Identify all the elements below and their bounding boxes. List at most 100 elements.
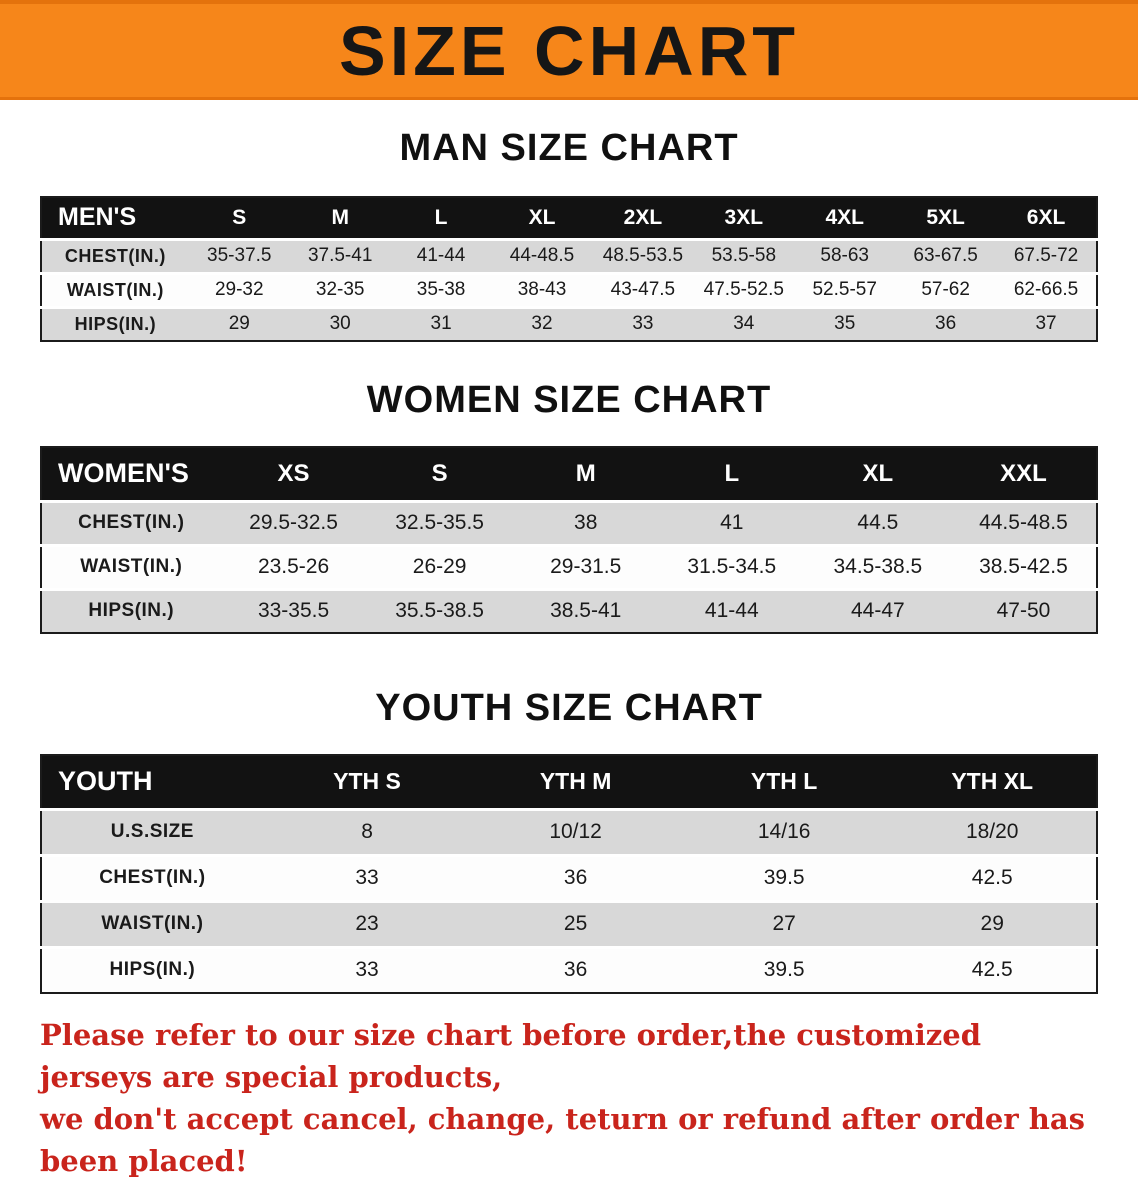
table-cell: 47.5-52.5	[693, 271, 795, 307]
table-cell: 33-35.5	[220, 587, 367, 633]
row-label: WAIST(IN.)	[41, 271, 189, 307]
youth-chart-heading: YOUTH SIZE CHART	[375, 687, 763, 729]
men-size-chart-section: MAN SIZE CHART MEN'S S M L XL 2XL 3XL 4XL 5XL 6XL…	[0, 126, 1138, 342]
row-label: CHEST(IN.)	[41, 499, 221, 545]
table-cell: 52.5-57	[794, 271, 896, 307]
column-header: XXL	[950, 447, 1097, 501]
table-cell: 25	[471, 899, 680, 947]
table-cell: 47-50	[950, 587, 1097, 633]
table-cell: 53.5-58	[693, 237, 795, 273]
table-cell: 33	[262, 853, 472, 901]
table-row: U.S.SIZE 8 10/12 14/16 18/20	[41, 807, 1097, 855]
row-label: U.S.SIZE	[41, 807, 263, 855]
column-header: 2XL	[592, 197, 694, 239]
men-table-label: MEN'S	[41, 197, 189, 239]
table-row: CHEST(IN.) 29.5-32.5 32.5-35.5 38 41 44.5 44.5…	[41, 499, 1097, 545]
table-cell: 37	[996, 305, 1097, 341]
column-header: YTH S	[262, 755, 472, 809]
table-cell: 29.5-32.5	[220, 499, 367, 545]
row-label: WAIST(IN.)	[41, 899, 263, 947]
column-header: 5XL	[895, 197, 997, 239]
table-cell: 44.5-48.5	[950, 499, 1097, 545]
table-cell: 31.5-34.5	[658, 543, 805, 589]
youth-table-body: U.S.SIZE 8 10/12 14/16 18/20 CHEST(IN.) 33 36 39…	[41, 807, 1097, 993]
table-cell: 32-35	[289, 271, 391, 307]
table-cell: 29	[888, 899, 1097, 947]
column-header: S	[188, 197, 290, 239]
women-size-chart-section: WOMEN SIZE CHART WOMEN'S XS S M L XL XXL CHEST…	[0, 378, 1138, 634]
column-header: 4XL	[794, 197, 896, 239]
table-cell: 34	[693, 305, 795, 341]
table-cell: 33	[262, 945, 472, 993]
table-cell: 41-44	[658, 587, 805, 633]
table-cell: 39.5	[679, 853, 889, 901]
disclaimer-line-2: we don't accept cancel, change, teturn o…	[40, 1102, 1085, 1178]
row-label: WAIST(IN.)	[41, 543, 221, 589]
table-cell: 36	[895, 305, 997, 341]
women-table-label: WOMEN'S	[41, 447, 221, 501]
table-cell: 14/16	[679, 807, 889, 855]
table-cell: 41-44	[390, 237, 492, 273]
youth-size-table: YOUTH YTH S YTH M YTH L YTH XL U.S.SIZE 8 10/1…	[40, 754, 1098, 994]
table-cell: 36	[471, 853, 680, 901]
table-cell: 32	[491, 305, 593, 341]
youth-table-head: YOUTH YTH S YTH M YTH L YTH XL	[41, 755, 1097, 809]
table-cell: 67.5-72	[996, 237, 1097, 273]
page-title: SIZE CHART	[339, 11, 799, 90]
disclaimer: Please refer to our size chart before or…	[0, 1014, 1138, 1190]
disclaimer-line-1: Please refer to our size chart before or…	[40, 1018, 981, 1094]
table-cell: 44.5	[804, 499, 951, 545]
women-table-body: CHEST(IN.) 29.5-32.5 32.5-35.5 38 41 44.5 44.5…	[41, 499, 1097, 633]
row-label: HIPS(IN.)	[41, 305, 189, 341]
youth-header-row: YOUTH YTH S YTH M YTH L YTH XL	[41, 755, 1097, 809]
table-row: WAIST(IN.) 23 25 27 29	[41, 899, 1097, 947]
column-header: XL	[491, 197, 593, 239]
table-cell: 36	[471, 945, 680, 993]
table-cell: 35	[794, 305, 896, 341]
women-table-head: WOMEN'S XS S M L XL XXL	[41, 447, 1097, 501]
table-cell: 44-48.5	[491, 237, 593, 273]
table-row: CHEST(IN.) 35-37.5 37.5-41 41-44 44-48.5 48.5…	[41, 237, 1097, 273]
table-cell: 41	[658, 499, 805, 545]
table-cell: 35-38	[390, 271, 492, 307]
table-cell: 42.5	[888, 853, 1097, 901]
table-cell: 58-63	[794, 237, 896, 273]
table-cell: 18/20	[888, 807, 1097, 855]
column-header: L	[390, 197, 492, 239]
table-cell: 48.5-53.5	[592, 237, 694, 273]
men-header-row: MEN'S S M L XL 2XL 3XL 4XL 5XL 6XL	[41, 197, 1097, 239]
table-cell: 27	[679, 899, 889, 947]
table-row: WAIST(IN.) 29-32 32-35 35-38 38-43 43-47.5 47.…	[41, 271, 1097, 307]
table-cell: 38	[512, 499, 659, 545]
table-cell: 30	[289, 305, 391, 341]
youth-size-chart-section: YOUTH SIZE CHART YOUTH YTH S YTH M YTH L YTH…	[0, 686, 1138, 994]
column-header: YTH M	[471, 755, 680, 809]
table-cell: 38-43	[491, 271, 593, 307]
column-header: L	[658, 447, 805, 501]
table-cell: 38.5-41	[512, 587, 659, 633]
women-size-table: WOMEN'S XS S M L XL XXL CHEST(IN.) 29.5-32.5 32.…	[40, 446, 1098, 634]
table-cell: 44-47	[804, 587, 951, 633]
table-cell: 33	[592, 305, 694, 341]
table-cell: 26-29	[366, 543, 513, 589]
table-cell: 31	[390, 305, 492, 341]
column-header: XS	[220, 447, 367, 501]
table-cell: 10/12	[471, 807, 680, 855]
table-row: WAIST(IN.) 23.5-26 26-29 29-31.5 31.5-34.5 34…	[41, 543, 1097, 589]
table-row: HIPS(IN.) 33 36 39.5 42.5	[41, 945, 1097, 993]
men-table-head: MEN'S S M L XL 2XL 3XL 4XL 5XL 6XL	[41, 197, 1097, 239]
table-cell: 29-31.5	[512, 543, 659, 589]
table-cell: 42.5	[888, 945, 1097, 993]
youth-table-label: YOUTH	[41, 755, 263, 809]
table-cell: 39.5	[679, 945, 889, 993]
column-header: YTH XL	[888, 755, 1097, 809]
column-header: 6XL	[996, 197, 1097, 239]
row-label: CHEST(IN.)	[41, 853, 263, 901]
column-header: M	[289, 197, 391, 239]
row-label: HIPS(IN.)	[41, 945, 263, 993]
table-cell: 23.5-26	[220, 543, 367, 589]
table-cell: 43-47.5	[592, 271, 694, 307]
table-cell: 8	[262, 807, 472, 855]
men-size-table: MEN'S S M L XL 2XL 3XL 4XL 5XL 6XL CHEST(IN.) 35-3…	[40, 196, 1098, 342]
